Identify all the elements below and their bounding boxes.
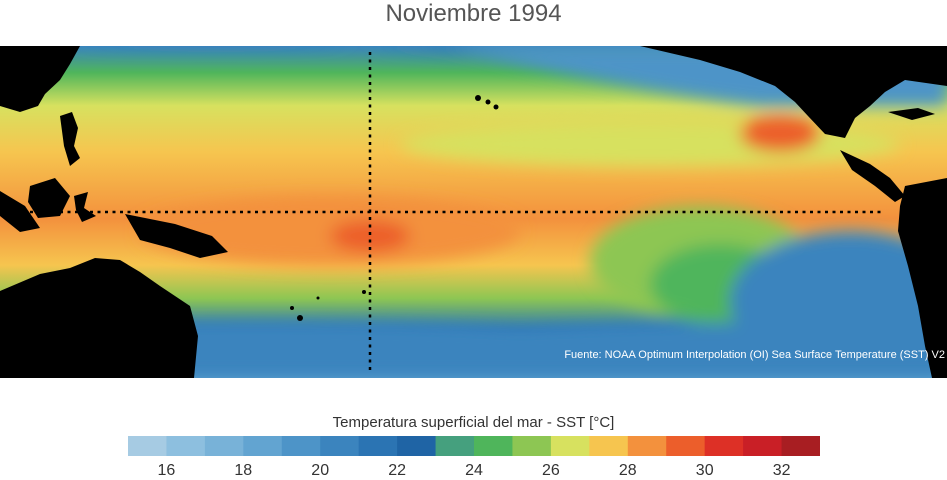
colorbar-label: Temperatura superficial del mar - SST [°… (332, 414, 615, 431)
colorbar-segment (397, 436, 437, 456)
hawaii-islands (475, 95, 481, 101)
central-america-landmass (840, 150, 905, 202)
colorbar-segment (204, 436, 244, 456)
colorbar-segment (166, 436, 206, 456)
south-america-landmass (898, 178, 947, 378)
asia-landmass (0, 46, 80, 112)
new-guinea-landmass (125, 214, 228, 258)
reference-lines (0, 52, 885, 374)
colorbar-segment (666, 436, 706, 456)
colorbar-tick-label: 20 (311, 462, 330, 479)
colorbar-tick-label: 32 (772, 462, 791, 479)
colorbar-segment (435, 436, 475, 456)
colorbar-tick-label: 30 (695, 462, 714, 479)
colorbar-segment (128, 436, 167, 456)
colorbar-segment (589, 436, 629, 456)
sulawesi-landmass (74, 192, 96, 222)
australia-landmass (0, 258, 198, 378)
colorbar-segment (781, 436, 820, 456)
north-america-landmass (640, 46, 947, 138)
colorbar-tick-label: 22 (388, 462, 406, 479)
colorbar-ticks: 16 18 20 22 24 26 28 30 32 (0, 462, 947, 480)
sumatra-landmass (0, 191, 40, 232)
colorbar-segment (704, 436, 744, 456)
colorbar-segment (550, 436, 590, 456)
colorbar-segment (743, 436, 783, 456)
pacific-island (297, 315, 303, 321)
borneo-landmass (28, 178, 70, 218)
colorbar-segment (358, 436, 398, 456)
philippines-landmass (60, 112, 80, 166)
colorbar-tick-label: 24 (465, 462, 483, 479)
colorbar-segment (512, 436, 552, 456)
colorbar-segment (320, 436, 360, 456)
sst-map (0, 46, 947, 378)
map-title: Noviembre 1994 (385, 0, 562, 27)
landmasses (0, 46, 947, 378)
colorbar-segment (281, 436, 321, 456)
colorbar-segment (243, 436, 283, 456)
data-source-credit: Fuente: NOAA Optimum Interpolation (OI) … (564, 349, 945, 361)
cuba-landmass (888, 108, 935, 120)
colorbar-tick-label: 26 (541, 462, 560, 479)
colorbar-tick-label: 18 (234, 462, 253, 479)
colorbar-segment (474, 436, 513, 456)
colorbar-segment (627, 436, 667, 456)
colorbar-tick-label: 16 (157, 462, 176, 479)
colorbar-tick-label: 28 (618, 462, 637, 479)
colorbar (128, 436, 820, 456)
